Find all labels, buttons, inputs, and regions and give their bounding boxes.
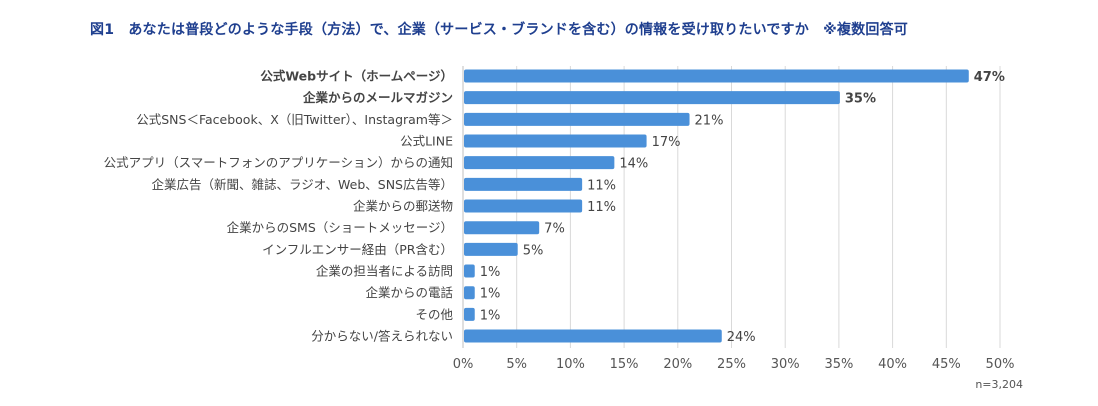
x-tick-label: 50% bbox=[986, 357, 1015, 372]
bar bbox=[464, 91, 840, 105]
data-label: 1% bbox=[480, 265, 501, 280]
data-label: 14% bbox=[619, 157, 648, 172]
data-label: 7% bbox=[544, 222, 565, 237]
data-label: 17% bbox=[652, 135, 681, 150]
category-label: 企業からの電話 bbox=[365, 285, 453, 300]
category-label: 分からない/答えられない bbox=[311, 329, 453, 344]
category-label: 企業からの郵送物 bbox=[353, 199, 453, 214]
bar bbox=[464, 69, 969, 83]
bar bbox=[464, 199, 583, 213]
data-label: 11% bbox=[587, 178, 616, 193]
data-label: 5% bbox=[523, 243, 544, 258]
bar bbox=[464, 134, 647, 148]
category-label: 企業の担当者による訪問 bbox=[316, 264, 453, 279]
x-tick-label: 45% bbox=[932, 357, 961, 372]
data-label: 1% bbox=[480, 308, 501, 323]
sample-size-note: n=3,204 bbox=[975, 378, 1023, 391]
x-tick-label: 20% bbox=[663, 357, 692, 372]
category-label: 企業からのメールマガジン bbox=[302, 90, 453, 105]
data-label: 24% bbox=[727, 330, 756, 345]
x-tick-label: 0% bbox=[453, 357, 474, 372]
x-tick-label: 5% bbox=[506, 357, 527, 372]
bar bbox=[464, 221, 540, 235]
category-label: 公式アプリ（スマートフォンのアプリケーション）からの通知 bbox=[104, 155, 453, 170]
bar bbox=[464, 242, 518, 256]
category-label: 公式Webサイト（ホームページ） bbox=[260, 69, 453, 84]
x-tick-label: 35% bbox=[824, 357, 853, 372]
bar bbox=[464, 307, 475, 321]
category-label: 企業からのSMS（ショートメッセージ） bbox=[227, 220, 453, 235]
bar bbox=[464, 177, 583, 191]
x-tick-label: 30% bbox=[771, 357, 800, 372]
x-tick-label: 10% bbox=[556, 357, 585, 372]
data-label: 21% bbox=[695, 113, 724, 128]
data-label: 11% bbox=[587, 200, 616, 215]
category-label: 企業広告（新聞、雑誌、ラジオ、Web、SNS広告等） bbox=[152, 177, 453, 192]
category-label: インフルエンサー経由（PR含む） bbox=[262, 242, 453, 257]
bar bbox=[464, 112, 690, 126]
bar bbox=[464, 264, 475, 278]
bar bbox=[464, 286, 475, 300]
data-label: 47% bbox=[974, 70, 1005, 85]
category-label: その他 bbox=[415, 307, 453, 322]
data-label: 1% bbox=[480, 287, 501, 302]
x-tick-label: 15% bbox=[610, 357, 639, 372]
chart-title: 図1 あなたは普段どのような手段（方法）で、企業（サービス・ブランドを含む）の情… bbox=[90, 22, 908, 38]
bar bbox=[464, 329, 722, 343]
x-tick-label: 25% bbox=[717, 357, 746, 372]
bar bbox=[464, 156, 615, 170]
category-label: 公式LINE bbox=[400, 134, 453, 149]
category-label: 公式SNS＜Facebook、X（旧Twitter）、Instagram等＞ bbox=[136, 112, 453, 127]
data-label: 35% bbox=[845, 92, 876, 107]
x-tick-label: 40% bbox=[878, 357, 907, 372]
